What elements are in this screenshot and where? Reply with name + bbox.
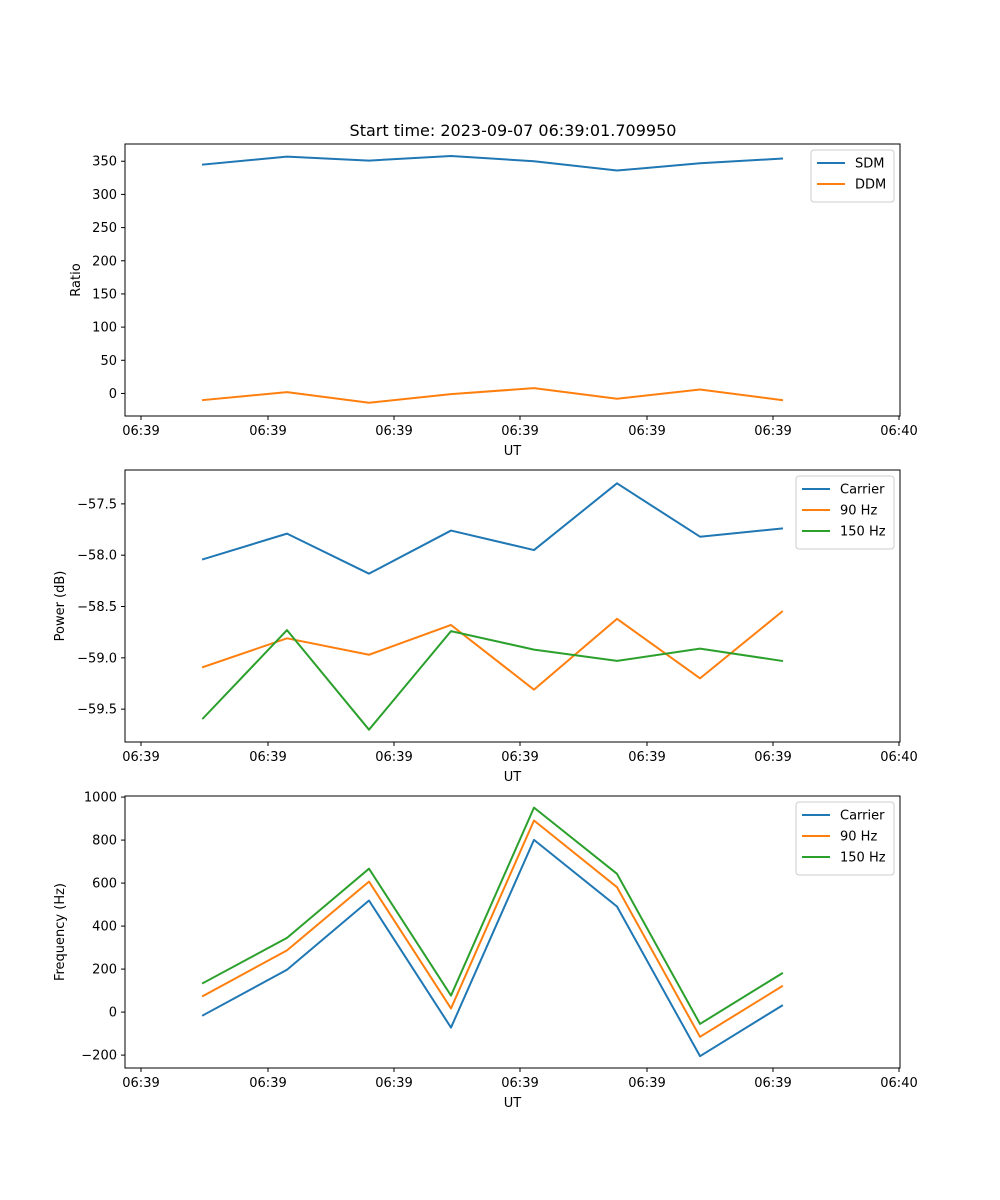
x-tick-label: 06:39 <box>501 750 538 765</box>
legend-label: 150 Hz <box>840 851 886 866</box>
legend-label: Carrier <box>840 483 885 498</box>
x-tick-label: 06:39 <box>754 750 791 765</box>
y-tick-label: 800 <box>92 834 117 849</box>
y-tick-label: 0 <box>109 387 117 402</box>
chart-panel-3: 06:39 06:39 06:39 06:39 06:39 06:39 06:40 −200 0… <box>53 791 918 1111</box>
y-axis-label: Power (dB) <box>53 571 68 642</box>
y-tick-label: 1000 <box>84 791 117 806</box>
y-tick-label: 300 <box>92 188 117 203</box>
x-axis-label: UT <box>504 444 522 459</box>
x-tick-label: 06:39 <box>628 1076 665 1091</box>
x-tick-label: 06:39 <box>501 424 538 439</box>
chart-panel-2: 06:39 06:39 06:39 06:39 06:39 06:39 06:40 −59.5… <box>53 469 918 785</box>
series-line-sdm <box>201 154 784 172</box>
x-tick-label: 06:39 <box>628 424 665 439</box>
y-tick-label: 250 <box>92 221 117 236</box>
series-line-90-hz <box>201 610 784 691</box>
axes-frame <box>124 469 901 743</box>
y-tick-label: 200 <box>92 254 117 269</box>
y-tick-label: 0 <box>109 1006 117 1021</box>
x-tick-label: 06:39 <box>375 1076 412 1091</box>
x-tick-label: 06:40 <box>880 750 917 765</box>
series-line-carrier <box>201 482 784 575</box>
y-tick-label: −57.5 <box>77 497 117 512</box>
x-tick-label: 06:39 <box>249 424 286 439</box>
x-axis-label: UT <box>504 770 522 785</box>
y-tick-label: −59.5 <box>77 703 117 718</box>
figure-title: Start time: 2023-09-07 06:39:01.709950 <box>350 121 677 140</box>
y-tick-label: −58.5 <box>77 600 117 615</box>
x-tick-label: 06:39 <box>754 424 791 439</box>
legend: Carrier 90 Hz 150 Hz <box>795 475 895 550</box>
series-line-ddm <box>201 387 784 404</box>
legend-label: 90 Hz <box>840 830 877 845</box>
legend-label: Carrier <box>840 809 885 824</box>
x-tick-label: 06:39 <box>122 750 159 765</box>
chart-panel-1: 06:39 06:39 06:39 06:39 06:39 06:39 06:40 0 50 10… <box>69 143 918 459</box>
y-axis-label: Frequency (Hz) <box>53 883 68 981</box>
legend-label: 90 Hz <box>840 504 877 519</box>
y-tick-label: −58.0 <box>77 549 117 564</box>
x-tick-label: 06:39 <box>501 1076 538 1091</box>
axes-frame <box>124 143 901 417</box>
series-line-150-hz <box>201 629 784 731</box>
x-tick-label: 06:39 <box>249 750 286 765</box>
x-tick-label: 06:39 <box>375 750 412 765</box>
y-tick-label: −59.0 <box>77 651 117 666</box>
series-line-90-hz <box>201 819 784 1038</box>
x-tick-label: 06:39 <box>122 1076 159 1091</box>
x-tick-label: 06:40 <box>880 424 917 439</box>
y-tick-label: 150 <box>92 287 117 302</box>
y-tick-label: 350 <box>92 155 117 170</box>
x-tick-label: 06:39 <box>249 1076 286 1091</box>
y-tick-label: −200 <box>81 1049 117 1064</box>
x-tick-label: 06:39 <box>628 750 665 765</box>
axes-frame <box>124 795 901 1069</box>
series-line-150-hz <box>201 806 784 1025</box>
legend-label: DDM <box>855 178 886 193</box>
x-tick-label: 06:39 <box>754 1076 791 1091</box>
x-axis-label: UT <box>504 1096 522 1111</box>
series-line-carrier <box>201 838 784 1058</box>
y-tick-label: 50 <box>100 354 117 369</box>
legend-label: SDM <box>855 157 884 172</box>
y-tick-label: 100 <box>92 321 117 336</box>
x-tick-label: 06:39 <box>122 424 159 439</box>
x-tick-label: 06:39 <box>375 424 412 439</box>
y-tick-label: 200 <box>92 963 117 978</box>
legend-label: 150 Hz <box>840 525 886 540</box>
charts-group: 06:39 06:39 06:39 06:39 06:39 06:39 06:40 0 50 10… <box>53 143 918 1111</box>
legend: SDM DDM <box>810 149 895 203</box>
x-tick-label: 06:40 <box>880 1076 917 1091</box>
y-axis-label: Ratio <box>69 263 84 296</box>
y-tick-label: 600 <box>92 877 117 892</box>
legend: Carrier 90 Hz 150 Hz <box>795 801 895 876</box>
y-tick-label: 400 <box>92 920 117 935</box>
